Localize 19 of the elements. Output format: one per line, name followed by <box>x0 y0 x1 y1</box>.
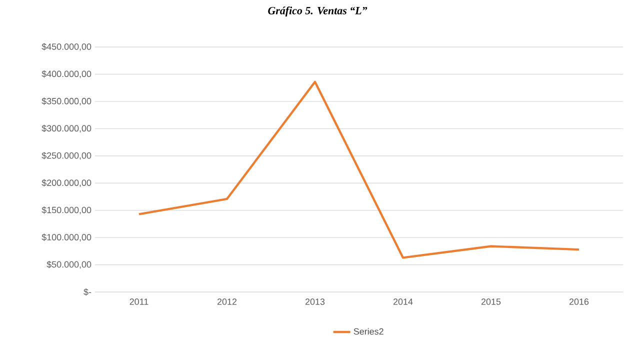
y-tick-label: $150.000,00 <box>42 206 92 214</box>
legend-label: Series2 <box>354 328 384 335</box>
y-tick-label: $300.000,00 <box>42 124 92 133</box>
y-tick-label: $250.000,00 <box>42 152 92 160</box>
y-tick-label: $400.000,00 <box>42 70 92 78</box>
y-tick-label: $- <box>84 288 92 296</box>
y-tick-label: $450.000,00 <box>42 43 92 51</box>
x-tick-label: 2013 <box>305 298 325 305</box>
x-tick-label: 2015 <box>481 298 501 305</box>
x-tick-label: 2014 <box>393 298 413 305</box>
x-tick-label: 2016 <box>569 298 589 305</box>
y-tick-label: $100.000,00 <box>42 234 92 242</box>
x-tick-label: 2012 <box>217 298 237 305</box>
chart-title: Gráfico 5. Ventas “L” <box>268 6 368 17</box>
y-tick-label: $50.000,00 <box>46 260 92 269</box>
x-tick-label: 2011 <box>130 298 148 305</box>
line-series <box>138 80 580 259</box>
y-tick-label: $200.000,00 <box>42 179 92 187</box>
y-tick-label: $350.000,00 <box>42 98 92 106</box>
